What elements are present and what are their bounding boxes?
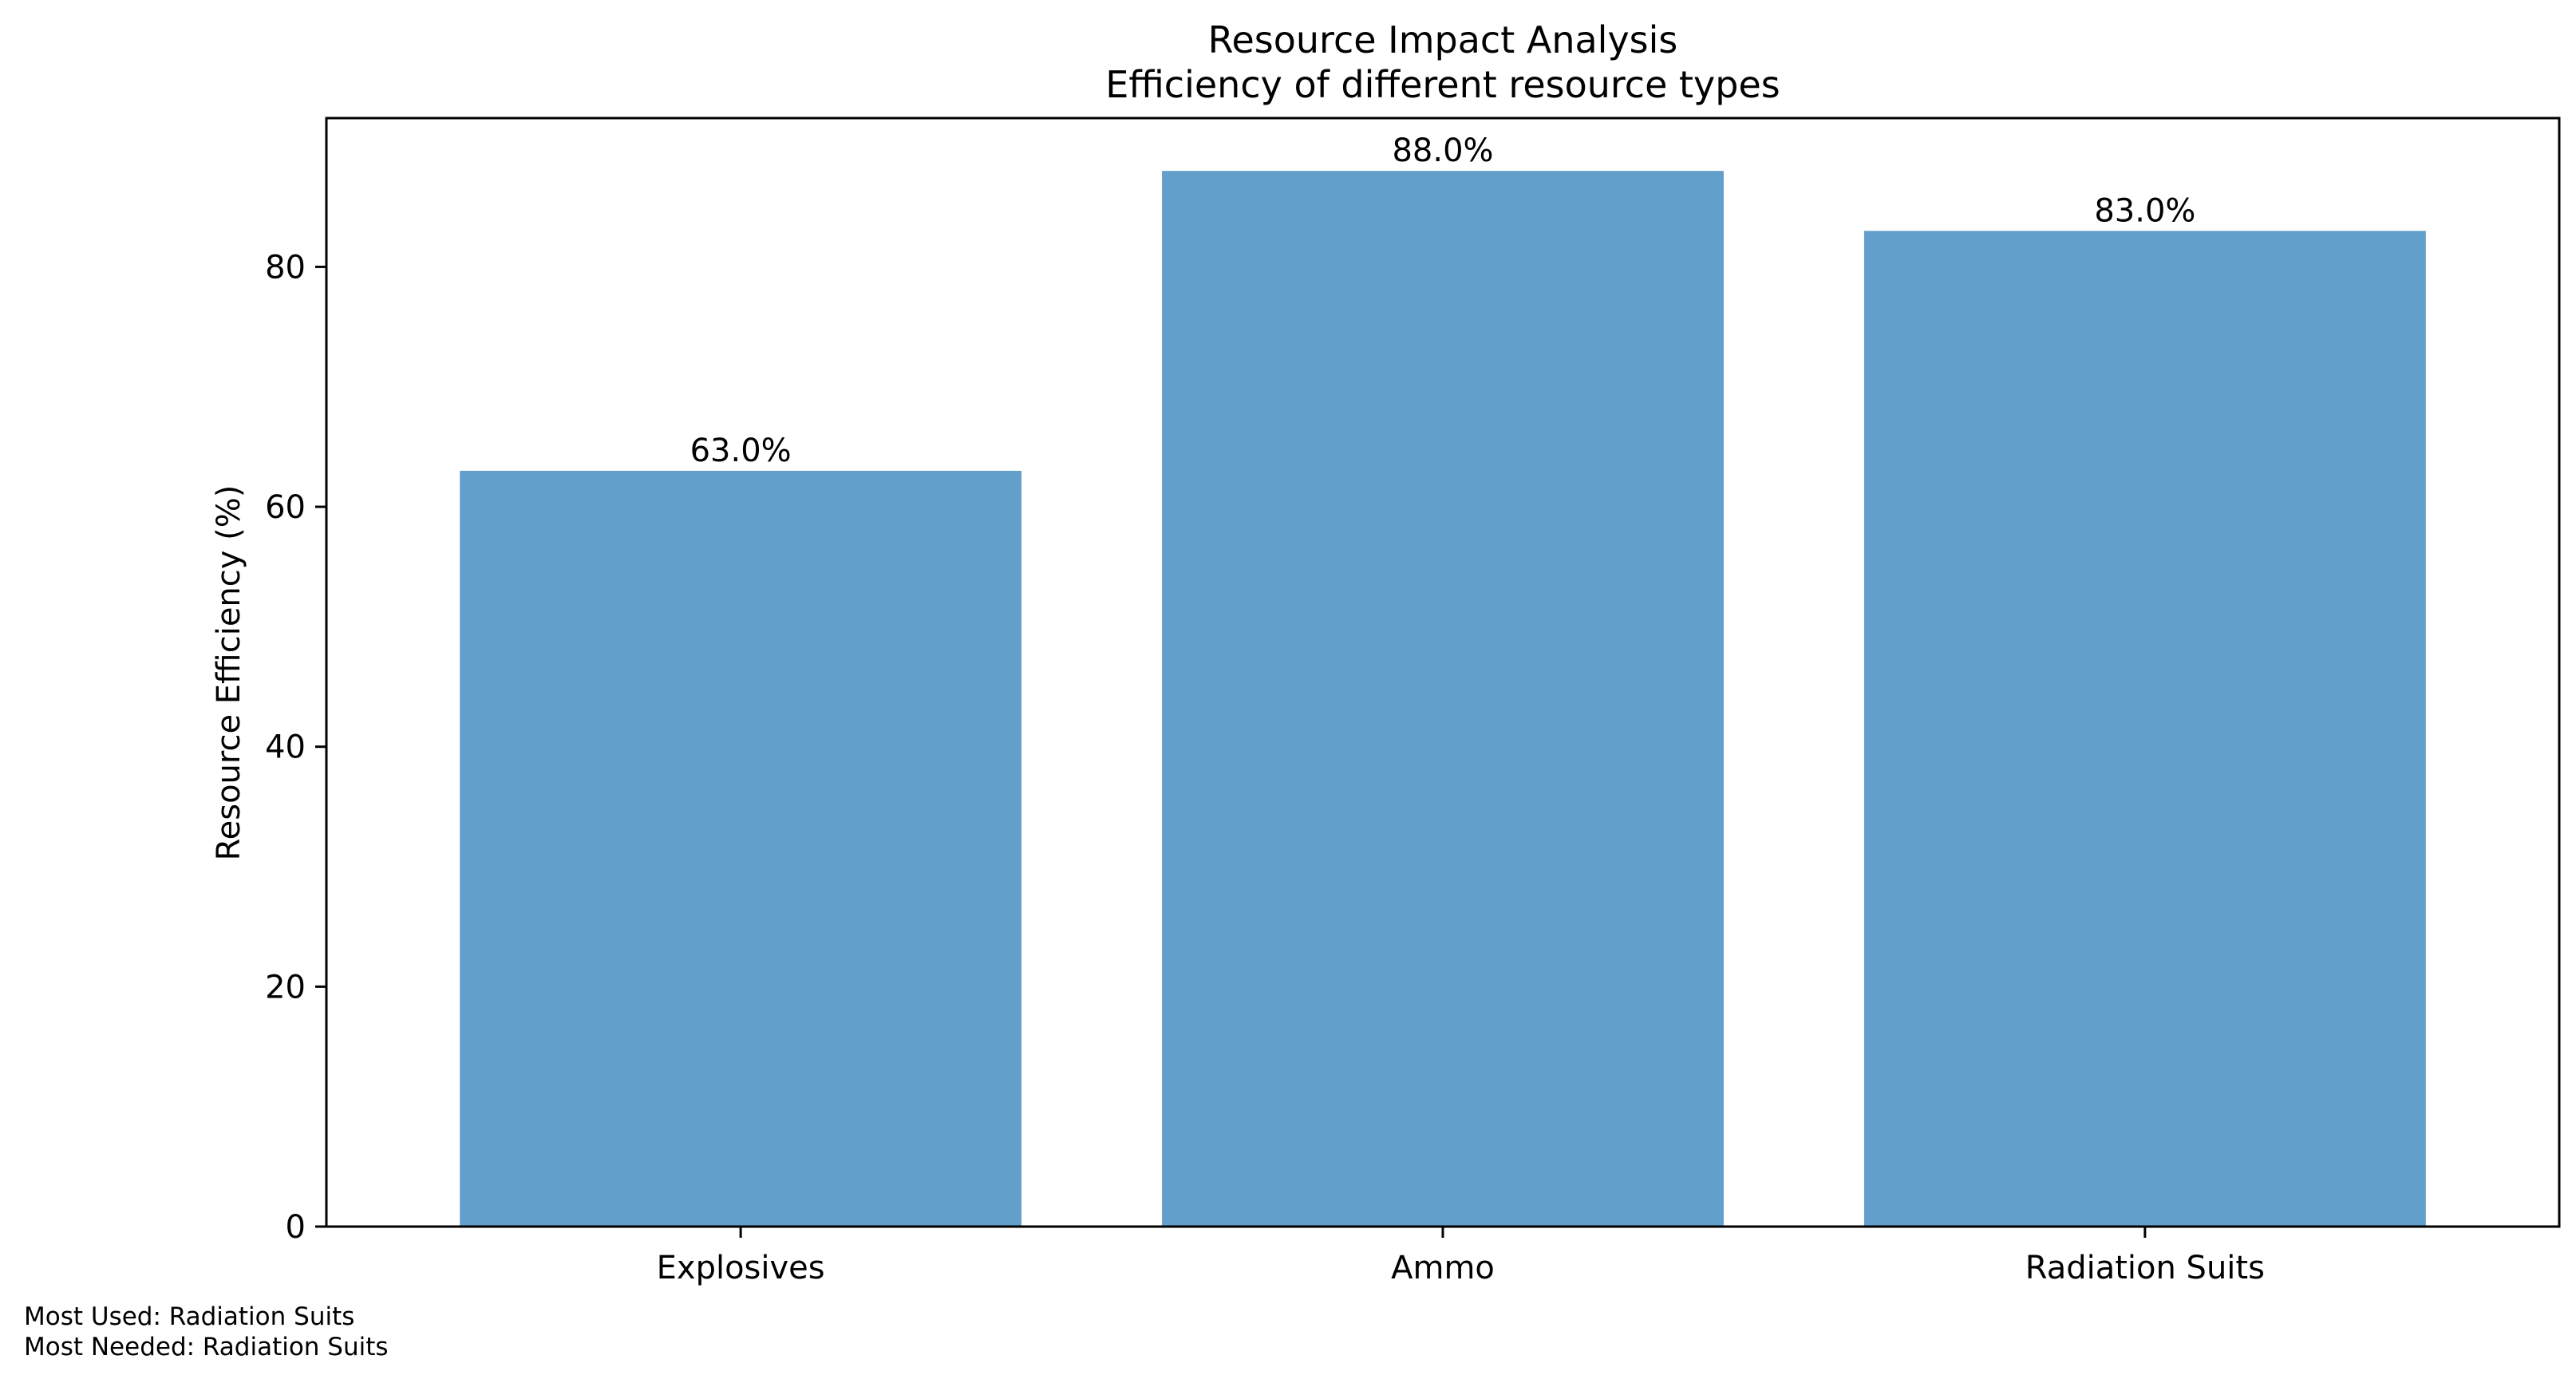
bar-value-label-radiation-suits: 83.0%: [2094, 192, 2195, 229]
footnote-most-used: Most Used: Radiation Suits: [24, 1302, 354, 1331]
bar-value-label-explosives: 63.0%: [690, 433, 792, 469]
y-tick-label-80: 80: [265, 249, 306, 286]
y-axis-label: Resource Efficiency (%): [211, 485, 247, 861]
y-tick-label-60: 60: [265, 489, 306, 526]
y-tick-label-40: 40: [265, 729, 306, 766]
plot-frame: [325, 117, 2561, 1228]
bar-radiation-suits: [1863, 231, 2426, 1227]
bar-value-label-ammo: 88.0%: [1392, 132, 1493, 169]
bar-ammo: [1162, 171, 1724, 1227]
chart-title: Resource Impact Analysis: [1208, 18, 1678, 61]
y-axis: 0 20 40 60 80: [265, 249, 326, 1246]
x-tick-label-radiation-suits: Radiation Suits: [2025, 1250, 2265, 1286]
y-tick-label-20: 20: [265, 969, 306, 1006]
x-tick-label-explosives: Explosives: [657, 1250, 825, 1286]
chart-subtitle: Efficiency of different resource types: [1105, 63, 1780, 106]
bar-explosives: [460, 470, 1022, 1227]
footnote-most-needed: Most Needed: Radiation Suits: [24, 1333, 389, 1361]
y-tick-label-0: 0: [286, 1209, 306, 1246]
x-axis: Explosives Ammo Radiation Suits: [657, 1227, 2265, 1286]
bars-layer: [460, 171, 2426, 1227]
x-tick-label-ammo: Ammo: [1391, 1250, 1495, 1286]
bar-labels-layer: 63.0% 88.0% 83.0%: [690, 132, 2196, 469]
